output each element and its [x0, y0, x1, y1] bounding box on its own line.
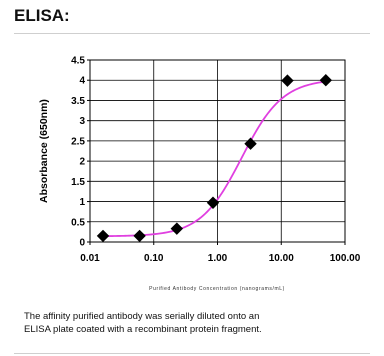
x-axis-ticks: 0.01 0.10 1.00 10.00 100.00 — [80, 242, 361, 264]
caption-line-2: ELISA plate coated with a recombinant pr… — [24, 324, 262, 335]
x-tick-label: 10.00 — [269, 253, 294, 264]
caption-line-1: The affinity purified antibody was seria… — [24, 311, 260, 322]
data-point-marker — [170, 222, 184, 235]
elisa-chart: 0 0.5 1 1.5 2 2.5 3 3.5 4 4.5 0.01 0.10 1.00 10.00 10… — [38, 56, 361, 293]
y-tick-label: 3.5 — [71, 96, 85, 107]
x-tick-label: 0.01 — [80, 253, 100, 264]
x-tick-label: 1.00 — [208, 253, 228, 264]
top-divider — [14, 33, 370, 34]
data-point-marker — [319, 74, 333, 87]
y-tick-label: 2 — [79, 157, 85, 168]
data-point-marker — [244, 137, 257, 150]
grid-lines — [89, 59, 346, 243]
bottom-divider — [14, 353, 370, 354]
caption: The affinity purified antibody was seria… — [24, 310, 370, 336]
page-title: ELISA: — [14, 6, 70, 25]
y-tick-label: 0.5 — [71, 217, 85, 228]
y-tick-label: 4 — [79, 76, 85, 87]
x-axis-label: Purified Antibody Concentration (nanogra… — [149, 286, 285, 292]
x-tick-label: 0.10 — [144, 253, 164, 264]
data-point-marker — [281, 74, 294, 87]
y-tick-label: 2.5 — [71, 136, 85, 147]
data-point-marker — [96, 229, 110, 243]
data-points — [96, 74, 333, 243]
data-point-marker — [133, 229, 146, 243]
y-axis-label: Absorbance (650nm) — [38, 99, 50, 203]
y-tick-label: 4.5 — [71, 56, 85, 67]
x-tick-label: 100.00 — [330, 253, 361, 264]
y-tick-label: 0 — [79, 238, 85, 249]
y-tick-label: 1 — [79, 197, 85, 208]
data-point-marker — [206, 196, 220, 209]
y-tick-label: 3 — [79, 116, 85, 127]
y-axis-ticks: 0 0.5 1 1.5 2 2.5 3 3.5 4 4.5 — [71, 56, 90, 249]
y-tick-label: 1.5 — [71, 177, 85, 188]
